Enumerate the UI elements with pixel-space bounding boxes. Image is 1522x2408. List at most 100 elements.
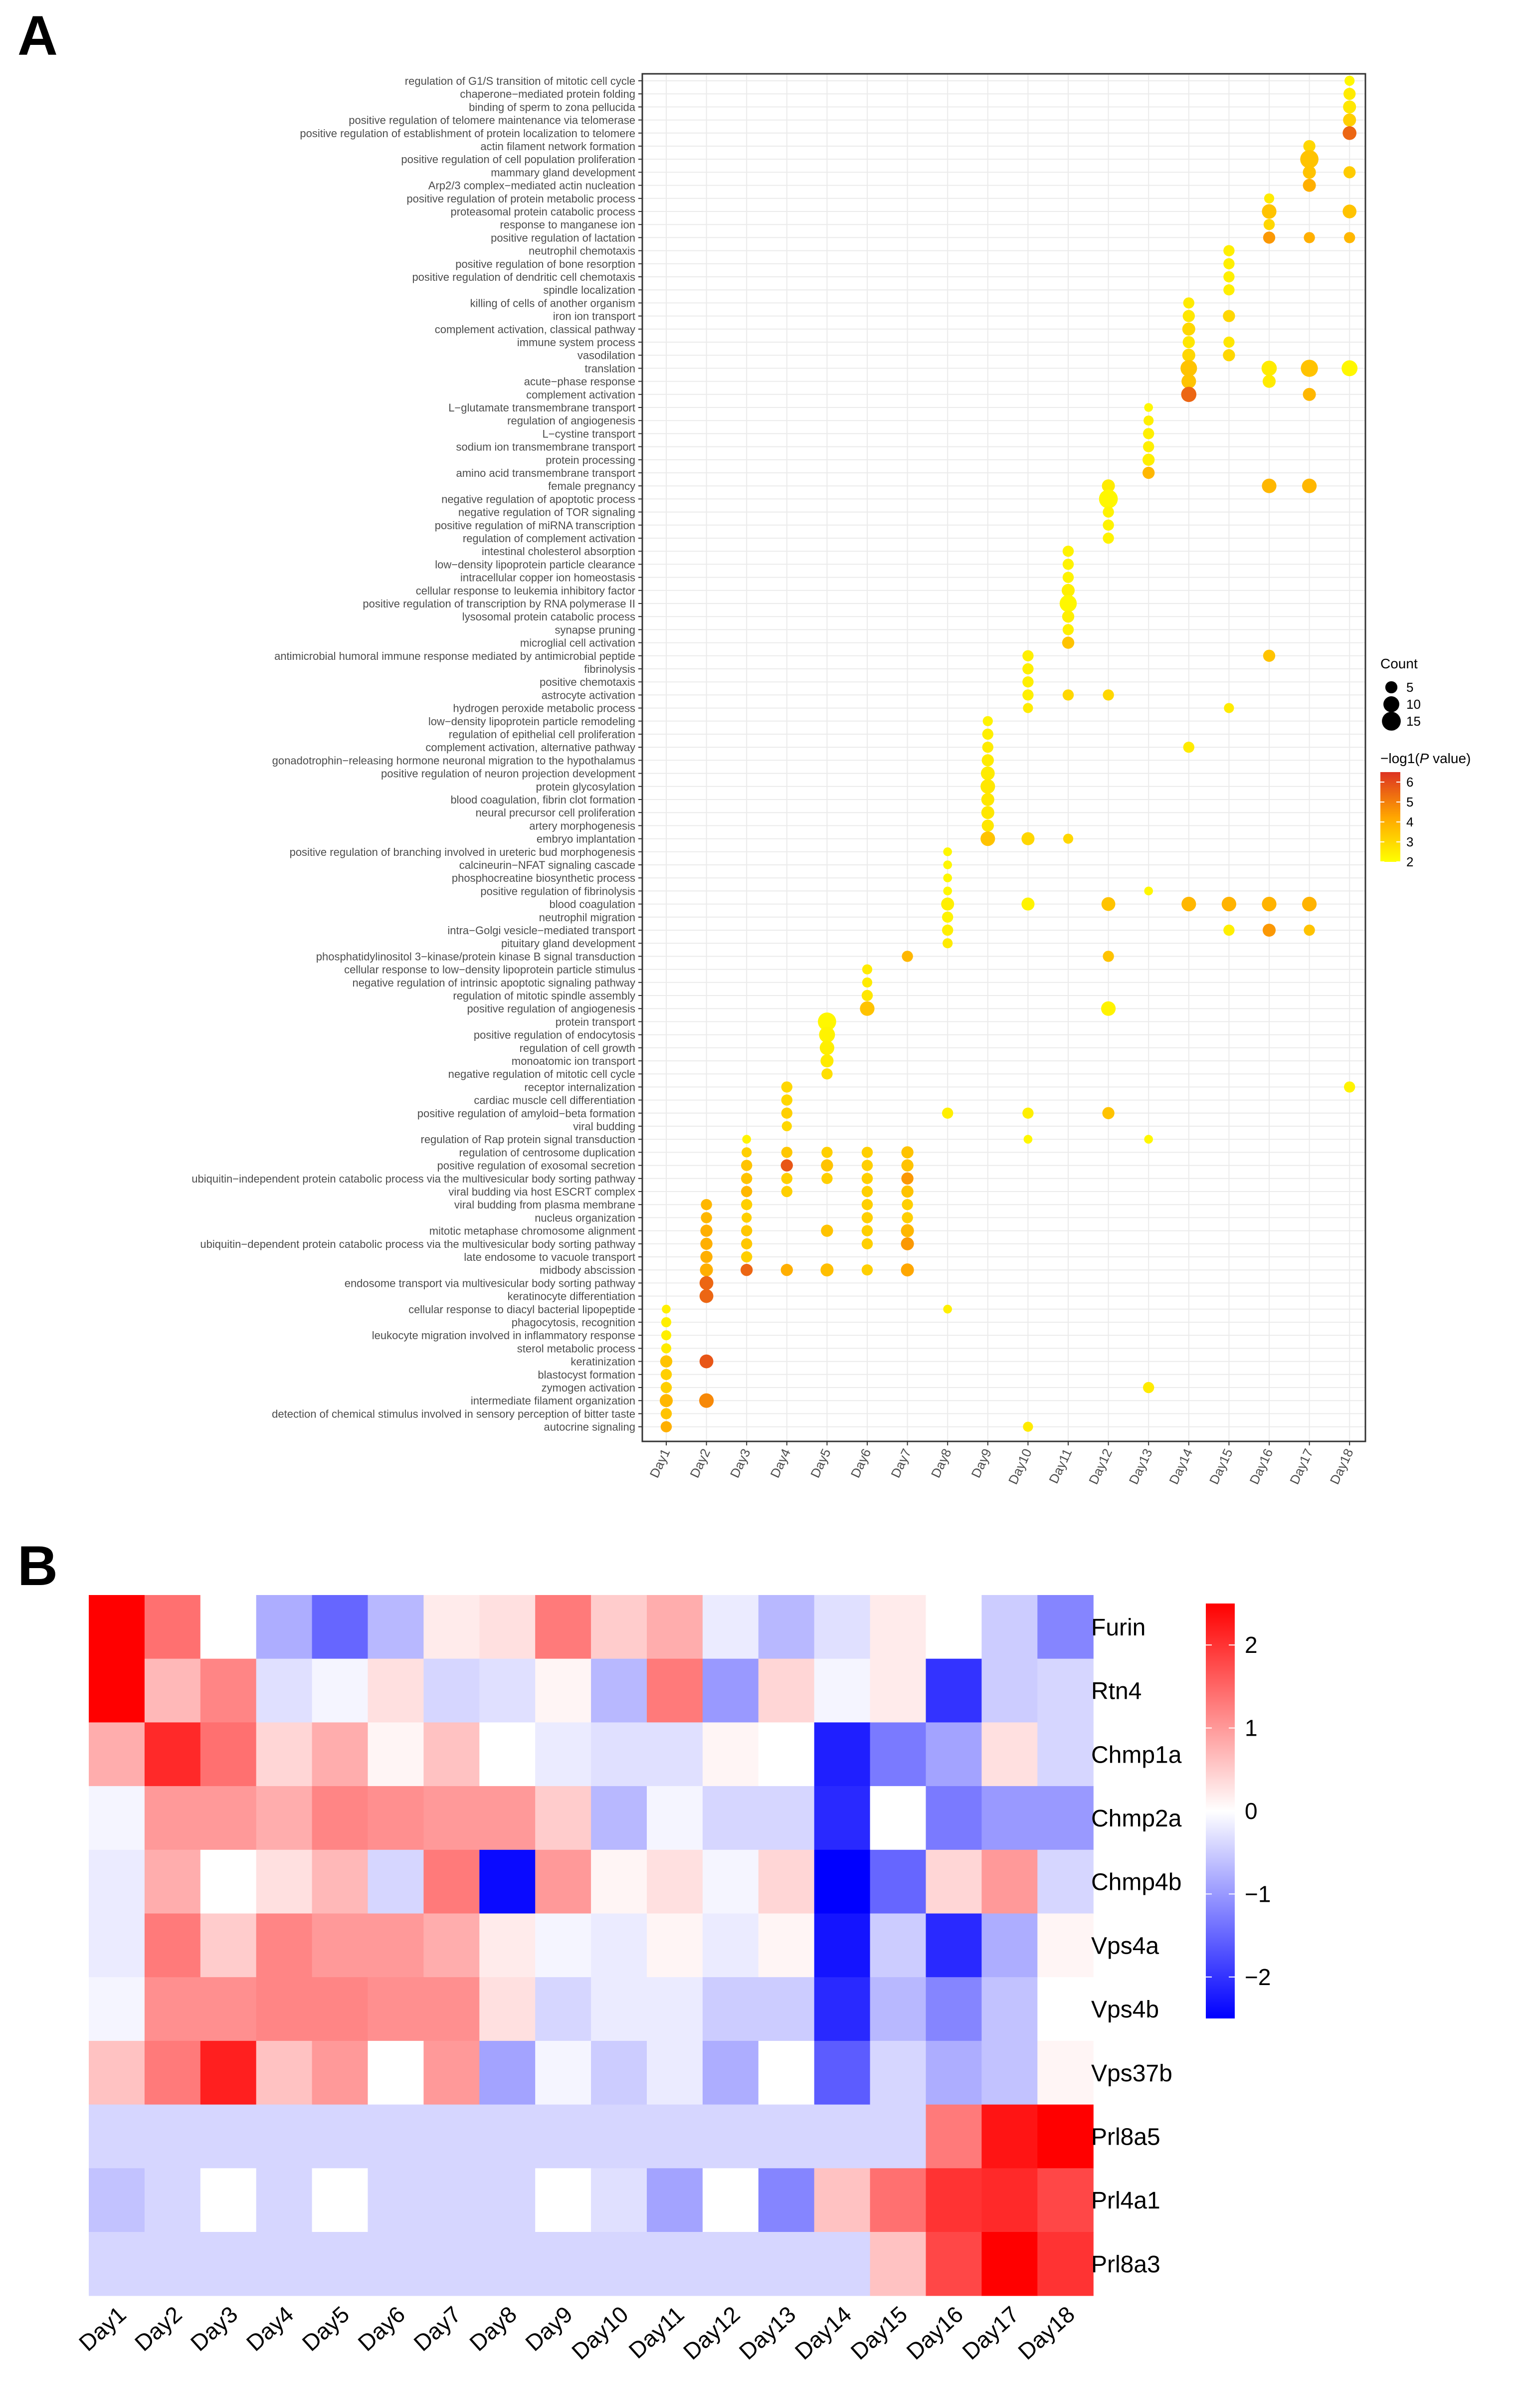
term-label: zymogen activation xyxy=(542,1382,635,1394)
dot-point xyxy=(1182,336,1195,349)
term-label: viral budding via host ESCRT complex xyxy=(448,1186,635,1198)
dot-point xyxy=(1223,258,1235,269)
term-label: keratinocyte differentiation xyxy=(508,1290,635,1303)
dot-point xyxy=(1059,595,1077,612)
dot-point xyxy=(1021,832,1035,845)
heatmap-cell xyxy=(814,1786,871,1850)
heatmap-cell xyxy=(368,1977,424,2041)
dot-point xyxy=(1223,349,1235,362)
term-label: actin filament network formation xyxy=(480,140,635,153)
dot-point xyxy=(1303,388,1316,401)
term-label: positive regulation of fibrinolysis xyxy=(480,885,635,897)
dot-point xyxy=(943,860,952,869)
term-label: blood coagulation xyxy=(550,898,635,911)
dot-point xyxy=(943,873,952,882)
term-label: intra−Golgi vesicle−mediated transport xyxy=(447,924,635,937)
term-label: positive regulation of cell population p… xyxy=(401,153,635,166)
term-label: amino acid transmembrane transport xyxy=(456,467,636,479)
dot-point xyxy=(659,1394,673,1407)
heatmap-cell xyxy=(89,1849,145,1914)
dot-point xyxy=(700,1250,713,1263)
heatmap-cell xyxy=(423,1913,480,1978)
gene-label: Vps4b xyxy=(1091,1997,1159,2023)
heatmap-cell xyxy=(758,1849,815,1914)
color-legend-bar xyxy=(1380,772,1400,862)
dot-point xyxy=(1181,387,1197,402)
heatmap-color-legend-tick-label: 1 xyxy=(1245,1715,1258,1741)
heatmap-cell xyxy=(981,2168,1038,2232)
term-label: negative regulation of apoptotic process xyxy=(441,493,635,505)
term-label: cardiac muscle cell differentiation xyxy=(474,1094,635,1107)
dot-point xyxy=(1223,336,1235,348)
dot-point xyxy=(781,1147,793,1158)
term-label: positive regulation of bone resorption xyxy=(455,258,635,270)
dot-point xyxy=(1302,478,1317,493)
color-legend-tick-label: 3 xyxy=(1406,834,1413,849)
dot-point xyxy=(1342,204,1357,218)
heatmap-cell xyxy=(926,1722,982,1787)
dot-point xyxy=(1143,415,1154,426)
dot-point xyxy=(660,1421,672,1432)
heatmap-cell xyxy=(1037,1722,1094,1787)
dot-point xyxy=(861,1160,873,1171)
term-label: regulation of epithelial cell proliferat… xyxy=(449,728,635,741)
dot-point xyxy=(781,1107,793,1119)
dot-point xyxy=(982,728,994,740)
heatmap-cell xyxy=(89,1977,145,2041)
heatmap-cell xyxy=(535,1786,591,1850)
heatmap-cell xyxy=(479,1849,536,1914)
heatmap-cell xyxy=(535,2104,591,2169)
heatmap-cell xyxy=(256,1786,313,1850)
dot-point xyxy=(1102,1107,1115,1119)
heatmap-cell xyxy=(1037,2168,1094,2232)
heatmap-cell xyxy=(981,1977,1038,2041)
heatmap-cell xyxy=(926,2232,982,2296)
heatmap-cell xyxy=(814,2104,871,2169)
term-label: lysosomal protein catabolic process xyxy=(462,610,635,623)
heatmap-cell xyxy=(144,2232,201,2296)
gene-label: Chmp4b xyxy=(1091,1869,1181,1896)
term-label: sodium ion transmembrane transport xyxy=(456,441,636,453)
dot-point xyxy=(700,1237,713,1250)
heatmap-cell xyxy=(89,2040,145,2105)
heatmap-cell xyxy=(870,1977,927,2041)
term-label: positive regulation of endocytosis xyxy=(474,1029,635,1041)
dot-point xyxy=(901,1185,914,1198)
heatmap-cell xyxy=(423,1786,480,1850)
dot-point xyxy=(1062,610,1075,623)
term-label: immune system process xyxy=(517,336,635,349)
dot-point xyxy=(781,1173,793,1184)
heatmap-cell xyxy=(256,1977,313,2041)
dot-point xyxy=(820,1263,834,1277)
term-label: keratinization xyxy=(571,1356,635,1368)
dot-point xyxy=(1143,1382,1154,1394)
dot-point xyxy=(821,1173,833,1184)
heatmap-cell xyxy=(926,1658,982,1723)
heatmap-cell xyxy=(368,1849,424,1914)
dot-point xyxy=(1062,689,1074,701)
heatmap-cell xyxy=(591,2168,647,2232)
dot-point xyxy=(1304,924,1315,936)
term-label: calcineurin−NFAT signaling cascade xyxy=(459,859,635,871)
heatmap-cell xyxy=(535,2168,591,2232)
count-legend-title: Count xyxy=(1380,656,1418,671)
term-label: regulation of centrosome duplication xyxy=(459,1146,635,1159)
dot-point xyxy=(700,1263,713,1277)
heatmap-cell xyxy=(89,1658,145,1723)
heatmap-cell xyxy=(1037,1595,1094,1659)
dot-point xyxy=(1021,897,1035,911)
dot-point xyxy=(1223,284,1235,296)
heatmap-cell xyxy=(758,2104,815,2169)
term-label: synapse pruning xyxy=(555,623,635,636)
term-label: proteasomal protein catabolic process xyxy=(450,205,635,218)
heatmap-cell xyxy=(870,2232,927,2296)
dot-point xyxy=(1022,650,1034,662)
heatmap-cell xyxy=(479,1786,536,1850)
dot-plot-points xyxy=(659,75,1358,1432)
dot-plot-border xyxy=(641,73,1366,1442)
dot-point xyxy=(901,1146,914,1159)
dot-point xyxy=(821,1159,833,1172)
dot-point xyxy=(862,964,873,975)
heatmap-cell xyxy=(647,1849,703,1914)
dot-point xyxy=(821,1068,833,1080)
